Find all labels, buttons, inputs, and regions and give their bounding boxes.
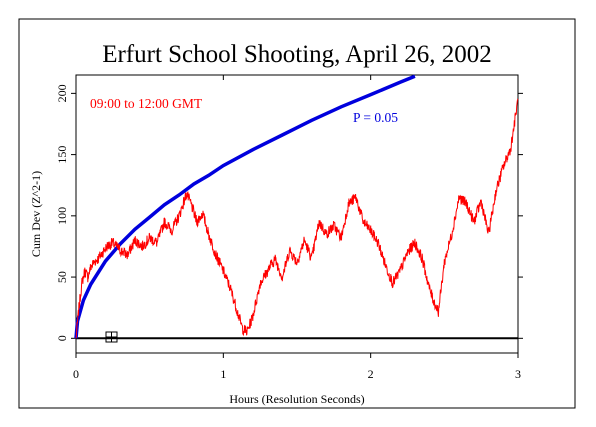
y-tick-label: 50 [55, 271, 69, 283]
subtitle-label: 09:00 to 12:00 GMT [90, 96, 203, 111]
series-layer [74, 74, 519, 340]
x-tick-label: 1 [220, 367, 226, 381]
x-axis-label: Hours (Resolution Seconds) [229, 392, 364, 406]
series-line-cumdev [75, 98, 519, 339]
y-tick-label: 0 [55, 335, 69, 341]
y-tick-label: 200 [55, 84, 69, 102]
x-tick-label: 0 [73, 367, 79, 381]
start-marker [105, 331, 118, 343]
plot-area [75, 74, 519, 354]
axes: 0 1 2 3 0 50 100 150 200 [55, 75, 523, 381]
y-tick-label: 100 [55, 207, 69, 225]
outer-frame [18, 18, 576, 409]
x-tick-label: 2 [368, 367, 374, 381]
p-value-annotation: P = 0.05 [353, 110, 398, 125]
series-line-envelope [74, 74, 416, 339]
y-tick-label: 150 [55, 146, 69, 164]
y-axis-label: Cum Dev (Z^2-1) [29, 171, 43, 257]
x-tick-label: 3 [515, 367, 521, 381]
chart-title: Erfurt School Shooting, April 26, 2002 [102, 41, 492, 68]
